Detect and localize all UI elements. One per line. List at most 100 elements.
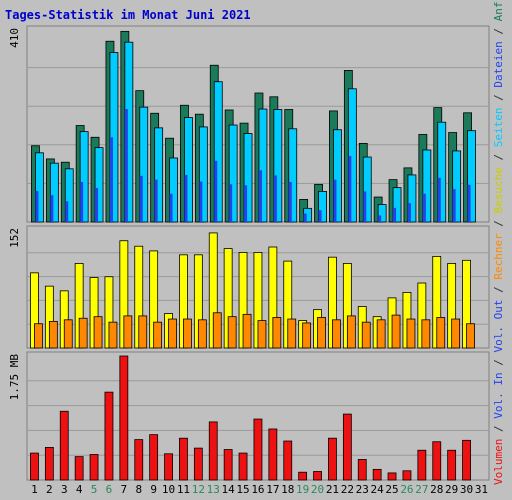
bar-dateien-1 — [35, 152, 44, 223]
bar-dateien-8 — [139, 106, 149, 223]
legend-part-3: / — [492, 353, 505, 373]
bar-rechner-21 — [332, 319, 341, 349]
bar-volumen-2 — [44, 447, 54, 481]
bar-volumen-6 — [104, 391, 114, 481]
bar-rechner-15 — [242, 313, 252, 349]
bar-seiten-19 — [303, 213, 307, 222]
x-tick-label-29: 29 — [445, 483, 458, 496]
bar-volumen-30 — [462, 439, 471, 481]
bar-rechner-10 — [168, 318, 177, 349]
x-tick-label-27: 27 — [415, 483, 428, 496]
x-tick-label-26: 26 — [400, 483, 413, 496]
bar-volumen-17 — [268, 428, 278, 481]
x-tick-label-9: 9 — [150, 483, 157, 496]
bar-seiten-2 — [50, 195, 54, 222]
bar-dateien-9 — [154, 127, 164, 223]
bar-dateien-5 — [94, 147, 104, 223]
bar-seiten-3 — [65, 201, 69, 222]
bar-dateien-30 — [467, 130, 476, 223]
bar-dateien-24 — [377, 204, 387, 223]
bar-volumen-14 — [223, 449, 233, 481]
bar-seiten-29 — [452, 189, 456, 222]
x-tick-label-17: 17 — [266, 483, 279, 496]
bar-rechner-9 — [153, 321, 163, 349]
bar-seiten-15 — [244, 185, 248, 222]
bar-dateien-25 — [392, 187, 402, 223]
legend-part-14: Anfragen — [492, 0, 505, 21]
bar-rechner-13 — [212, 312, 222, 349]
bar-seiten-6 — [109, 137, 113, 222]
bar-rechner-6 — [108, 321, 118, 349]
bar-dateien-11 — [184, 117, 193, 223]
bar-rechner-26 — [406, 318, 416, 349]
bar-rechner-19 — [302, 322, 312, 349]
x-axis-tick-labels: 1 2 3 4 5 6 7 8 9 10 11 12 13 14 15 16 17 18 19 20 21 22 23 24 2… — [31, 483, 488, 496]
x-tick-label-14: 14 — [222, 483, 236, 496]
x-tick-label-10: 10 — [162, 483, 175, 496]
bar-dateien-14 — [228, 124, 238, 223]
bar-volumen-3 — [59, 410, 69, 481]
bar-volumen-1 — [30, 452, 39, 481]
bar-seiten-22 — [348, 156, 352, 222]
bar-volumen-11 — [179, 437, 188, 481]
bar-dateien-2 — [49, 162, 59, 223]
x-tick-label-15: 15 — [236, 483, 249, 496]
bar-seiten-11 — [184, 174, 188, 222]
series-dateien — [35, 41, 476, 223]
bar-volumen-18 — [283, 440, 293, 481]
bar-rechner-24 — [376, 319, 386, 349]
bar-dateien-16 — [258, 108, 268, 223]
bar-volumen-8 — [134, 439, 144, 481]
bar-seiten-26 — [407, 203, 411, 222]
bar-volumen-9 — [149, 434, 159, 481]
legend-part-12: Dateien — [492, 41, 505, 87]
bar-rechner-11 — [183, 318, 192, 349]
legend-part-10: Seiten — [492, 107, 505, 147]
x-tick-label-22: 22 — [341, 483, 354, 496]
chart-panels: 410 152 1.75 MB — [8, 25, 490, 481]
legend-part-1: / — [492, 419, 505, 439]
bar-seiten-14 — [229, 184, 233, 222]
bar-rechner-12 — [197, 319, 207, 349]
bar-seiten-12 — [199, 181, 203, 222]
bar-seiten-13 — [214, 160, 218, 222]
x-tick-label-12: 12 — [192, 483, 205, 496]
bar-volumen-21 — [328, 437, 337, 481]
legend-part-5: / — [492, 280, 505, 300]
bar-seiten-4 — [80, 181, 84, 222]
x-tick-label-19: 19 — [296, 483, 309, 496]
bar-rechner-8 — [138, 315, 148, 349]
bar-rechner-30 — [466, 323, 475, 349]
bar-dateien-20 — [318, 191, 327, 223]
legend-part-6: Rechner — [492, 233, 505, 280]
bar-rechner-23 — [361, 321, 371, 349]
bar-rechner-2 — [48, 320, 58, 349]
bar-rechner-5 — [93, 316, 103, 349]
bar-seiten-1 — [35, 190, 39, 222]
bar-seiten-24 — [378, 215, 382, 222]
bar-rechner-16 — [257, 320, 267, 349]
legend-part-7: / — [492, 213, 505, 233]
x-tick-label-23: 23 — [356, 483, 369, 496]
bar-dateien-27 — [422, 149, 432, 223]
bar-volumen-29 — [447, 449, 457, 481]
panel-visits: 152 — [8, 225, 490, 349]
x-tick-label-28: 28 — [430, 483, 443, 496]
bar-rechner-29 — [451, 318, 461, 349]
bar-seiten-10 — [169, 193, 173, 222]
legend-part-13: / — [492, 21, 505, 41]
bar-rechner-22 — [346, 315, 356, 349]
x-tick-label-6: 6 — [106, 483, 113, 496]
bar-seiten-16 — [258, 170, 262, 222]
bar-rechner-28 — [436, 317, 446, 349]
bar-dateien-22 — [347, 88, 357, 223]
x-tick-label-25: 25 — [385, 483, 398, 496]
bar-dateien-29 — [452, 150, 462, 223]
bar-volumen-23 — [357, 459, 367, 481]
bar-dateien-15 — [243, 133, 253, 223]
bar-volumen-15 — [238, 452, 248, 481]
bar-volumen-22 — [342, 413, 352, 481]
legend-part-8: Besuche — [492, 167, 505, 213]
x-tick-label-24: 24 — [371, 483, 385, 496]
x-tick-label-18: 18 — [281, 483, 294, 496]
